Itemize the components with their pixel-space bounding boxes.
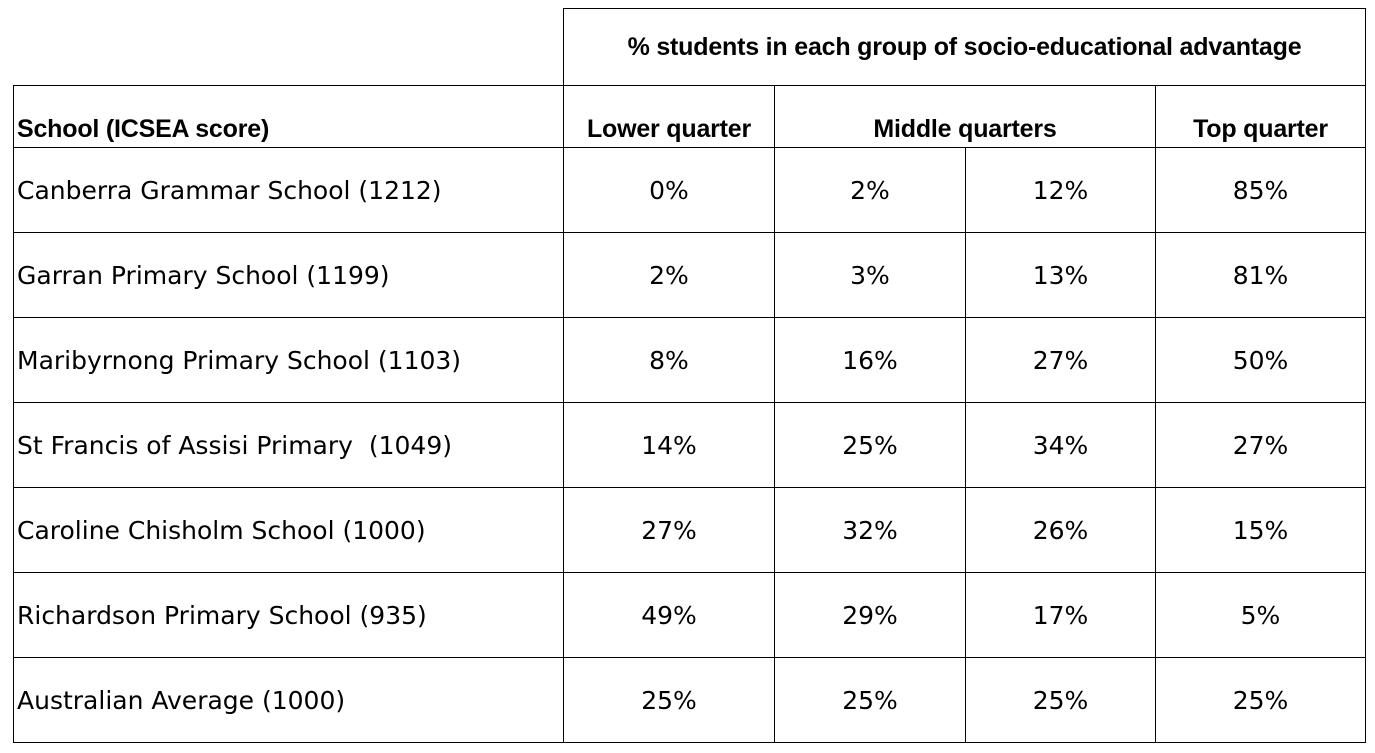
school-name-cell: Garran Primary School (1199): [13, 232, 564, 318]
top-quarter-cell: 5%: [1155, 572, 1366, 658]
middle-quarter-1-cell: 16%: [774, 317, 966, 403]
column-header-row: School (ICSEA score) Lower quarter Middl…: [13, 85, 1366, 148]
table-row: Caroline Chisholm School (1000) 27% 32% …: [13, 487, 1366, 573]
lower-quarter-cell: 25%: [563, 657, 775, 743]
top-quarter-cell: 50%: [1155, 317, 1366, 403]
lower-quarter-cell: 14%: [563, 402, 775, 488]
group-header: % students in each group of socio-educat…: [563, 8, 1366, 86]
group-header-row: % students in each group of socio-educat…: [13, 8, 1366, 86]
middle-quarter-1-cell: 29%: [774, 572, 966, 658]
school-name-cell: St Francis of Assisi Primary (1049): [13, 402, 564, 488]
column-header-school: School (ICSEA score): [13, 85, 564, 148]
middle-quarter-2-cell: 17%: [965, 572, 1156, 658]
top-quarter-cell: 15%: [1155, 487, 1366, 573]
school-name-cell: Canberra Grammar School (1212): [13, 147, 564, 233]
lower-quarter-cell: 2%: [563, 232, 775, 318]
top-quarter-cell: 81%: [1155, 232, 1366, 318]
table-row: Maribyrnong Primary School (1103) 8% 16%…: [13, 317, 1366, 403]
empty-corner-cell: [13, 8, 564, 86]
top-quarter-cell: 25%: [1155, 657, 1366, 743]
table-row: Richardson Primary School (935) 49% 29% …: [13, 572, 1366, 658]
middle-quarter-2-cell: 13%: [965, 232, 1156, 318]
column-header-top-quarter: Top quarter: [1155, 85, 1366, 148]
lower-quarter-cell: 49%: [563, 572, 775, 658]
lower-quarter-cell: 8%: [563, 317, 775, 403]
middle-quarter-2-cell: 27%: [965, 317, 1156, 403]
table-row: Garran Primary School (1199) 2% 3% 13% 8…: [13, 232, 1366, 318]
middle-quarter-1-cell: 2%: [774, 147, 966, 233]
lower-quarter-cell: 0%: [563, 147, 775, 233]
school-name-cell: Maribyrnong Primary School (1103): [13, 317, 564, 403]
table-row: Australian Average (1000) 25% 25% 25% 25…: [13, 657, 1366, 743]
middle-quarter-2-cell: 12%: [965, 147, 1156, 233]
lower-quarter-cell: 27%: [563, 487, 775, 573]
middle-quarter-2-cell: 34%: [965, 402, 1156, 488]
middle-quarter-2-cell: 26%: [965, 487, 1156, 573]
middle-quarter-1-cell: 32%: [774, 487, 966, 573]
school-name-cell: Australian Average (1000): [13, 657, 564, 743]
top-quarter-cell: 85%: [1155, 147, 1366, 233]
middle-quarter-2-cell: 25%: [965, 657, 1156, 743]
top-quarter-cell: 27%: [1155, 402, 1366, 488]
table-row: Canberra Grammar School (1212) 0% 2% 12%…: [13, 147, 1366, 233]
table-row: St Francis of Assisi Primary (1049) 14% …: [13, 402, 1366, 488]
school-advantage-table: % students in each group of socio-educat…: [13, 8, 1366, 743]
column-header-lower-quarter: Lower quarter: [563, 85, 775, 148]
middle-quarter-1-cell: 25%: [774, 657, 966, 743]
middle-quarter-1-cell: 3%: [774, 232, 966, 318]
column-header-middle-quarters: Middle quarters: [774, 85, 1156, 148]
middle-quarter-1-cell: 25%: [774, 402, 966, 488]
school-name-cell: Caroline Chisholm School (1000): [13, 487, 564, 573]
school-name-cell: Richardson Primary School (935): [13, 572, 564, 658]
